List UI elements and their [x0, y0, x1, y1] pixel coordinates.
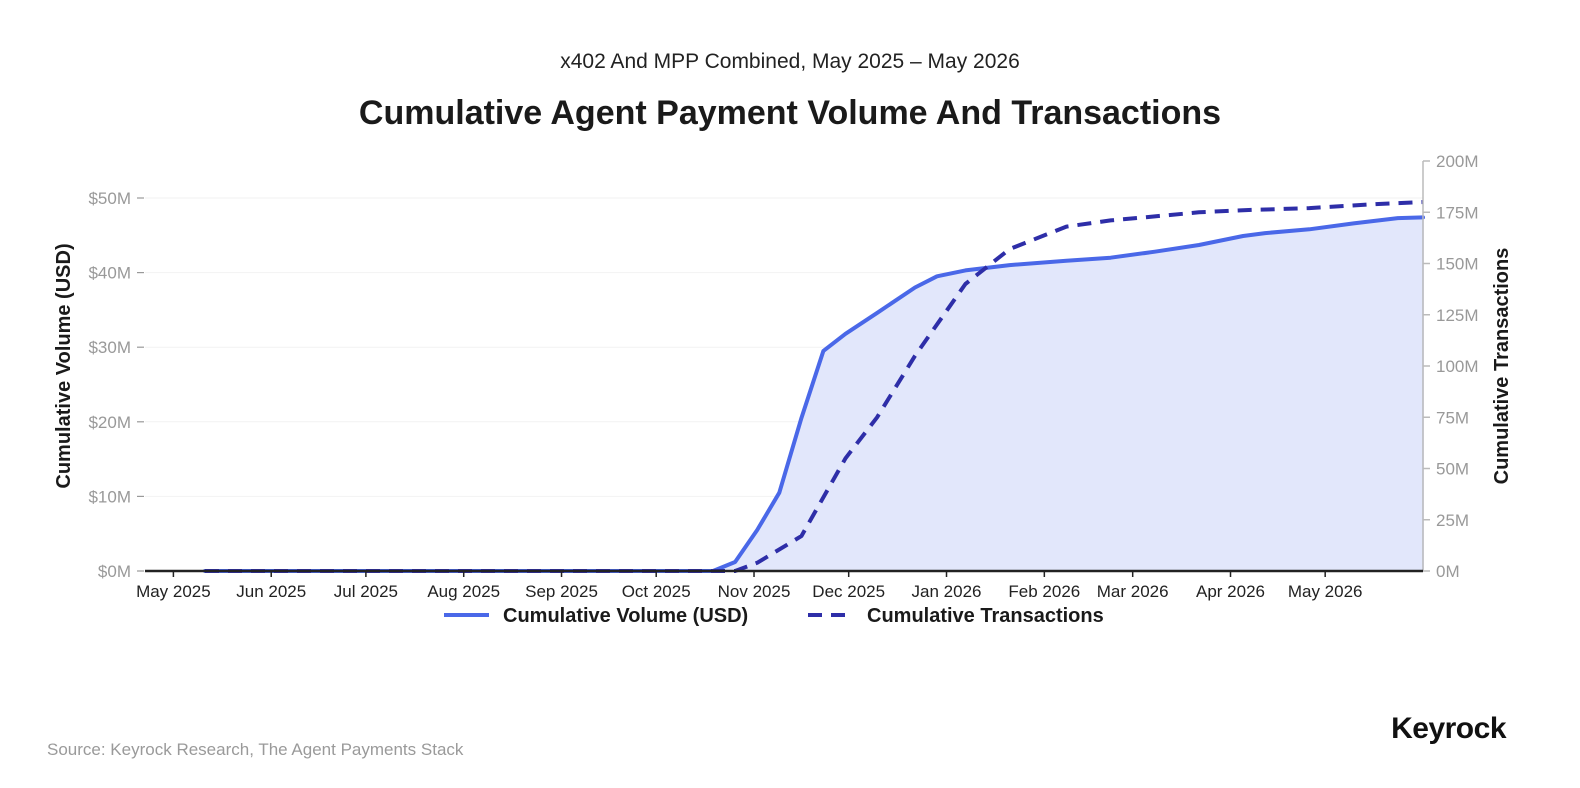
x-tick-label: Mar 2026 [1097, 582, 1169, 601]
x-tick-label: Jan 2026 [912, 582, 982, 601]
axis-layer [137, 160, 1430, 577]
y-left-tick-label: $0M [98, 562, 131, 581]
y-left-tick-label: $40M [88, 264, 131, 283]
chart-svg: $0M $10M $20M $30M $40M $50M 0M 25M 50M 75M 100M 12… [53, 152, 1513, 627]
x-tick-label: Dec 2025 [812, 582, 885, 601]
brand-logo: Keyrock [1391, 712, 1506, 745]
y-right-tick-label: 25M [1436, 511, 1469, 530]
y-left-tick-label: $20M [88, 413, 131, 432]
y-left-tick-label: $10M [88, 487, 131, 506]
x-tick-label: Jun 2025 [236, 582, 306, 601]
y-right-tick-label: 150M [1436, 255, 1479, 274]
x-tick-label: Sep 2025 [525, 582, 598, 601]
chart-title: Cumulative Agent Payment Volume And Tran… [358, 94, 1222, 132]
fill-layer [205, 217, 1424, 571]
x-tick-label: Apr 2026 [1196, 582, 1265, 601]
source-note: Source: Keyrock Research, The Agent Paym… [47, 740, 464, 759]
x-tick-label: Aug 2025 [427, 582, 500, 601]
y-right-tick-label: 125M [1436, 306, 1479, 325]
x-tick-label: Nov 2025 [718, 582, 791, 601]
x-tick-label: May 2025 [136, 582, 211, 601]
chart-subtitle: x402 And MPP Combined, May 2025 – May 20… [560, 50, 1020, 73]
y-right-axis-title: Cumulative Transactions [1491, 248, 1513, 485]
x-tick-label: Jul 2025 [334, 582, 398, 601]
x-tick-label: Feb 2026 [1008, 582, 1080, 601]
transactions-series-line [205, 200, 1424, 573]
y-right-tick-label: 0M [1436, 562, 1460, 581]
line-layer [203, 200, 1425, 573]
y-right-tick-label: 200M [1436, 152, 1479, 171]
y-left-axis-title: Cumulative Volume (USD) [53, 243, 75, 488]
legend: Cumulative Volume (USD) Cumulative Transa… [444, 605, 1104, 627]
y-right-tick-label: 100M [1436, 357, 1479, 376]
volume-area-fill [205, 217, 1423, 571]
legend-label-volume: Cumulative Volume (USD) [503, 605, 748, 627]
y-right-tick-label: 175M [1436, 203, 1479, 222]
y-left-tick-label: $30M [88, 338, 131, 357]
y-right-tick-label: 50M [1436, 460, 1469, 479]
x-tick-label: Oct 2025 [622, 582, 691, 601]
y-left-tick-label: $50M [88, 189, 131, 208]
legend-label-transactions: Cumulative Transactions [867, 605, 1104, 627]
y-right-tick-label: 75M [1436, 408, 1469, 427]
label-layer: $0M $10M $20M $30M $40M $50M 0M 25M 50M 75M 100M 12… [53, 152, 1513, 601]
x-tick-label: May 2026 [1288, 582, 1363, 601]
